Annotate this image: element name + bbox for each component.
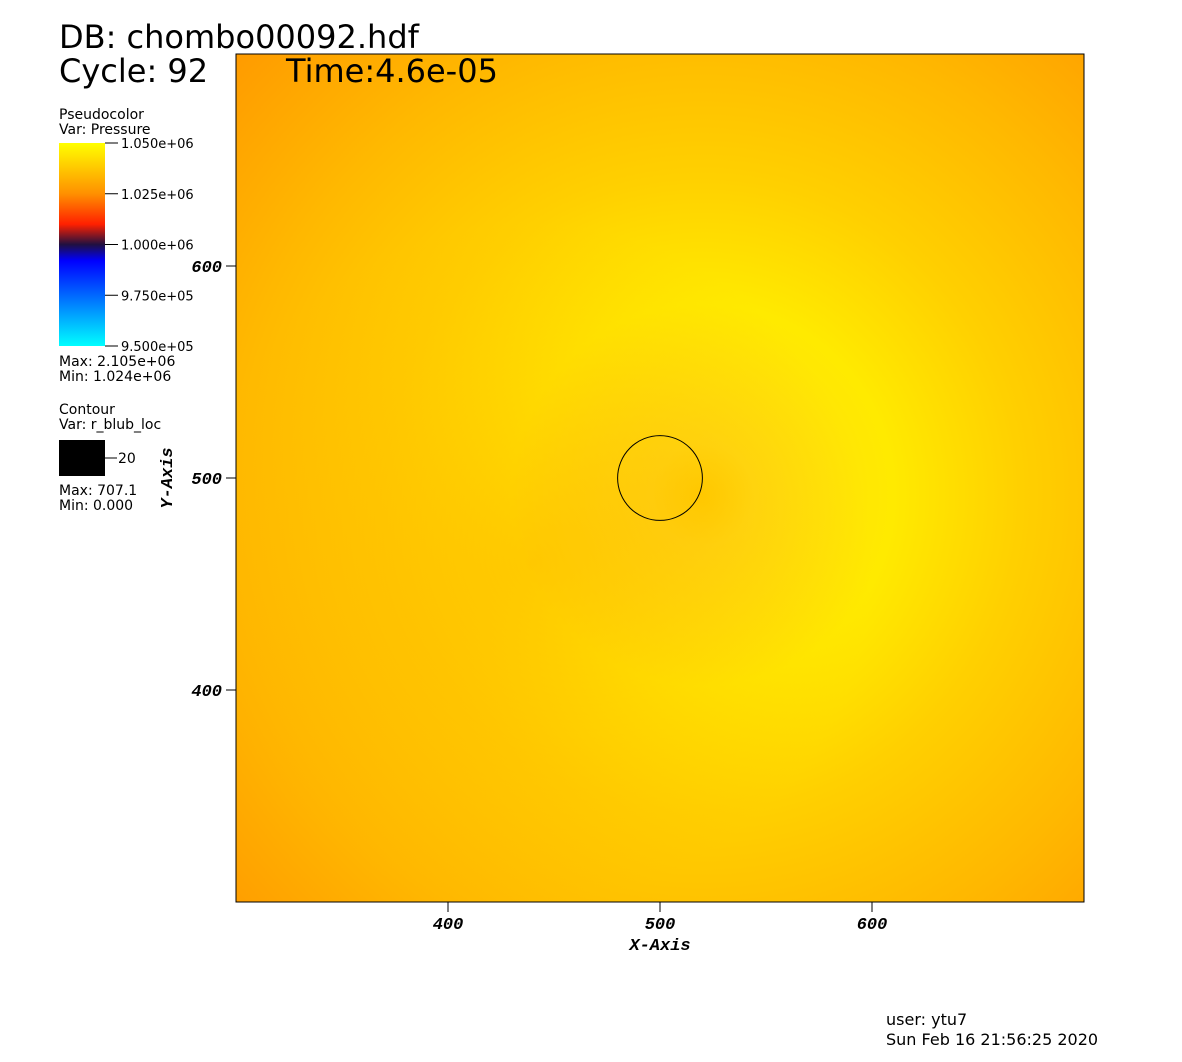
x-tick-label: 600 xyxy=(857,916,888,935)
pressure-field-shade xyxy=(236,54,1084,902)
color-bar-label: 1.000e+06 xyxy=(121,239,194,254)
contour-legend-var: Var: r_blub_loc xyxy=(59,417,161,433)
legend-var: Var: Pressure xyxy=(59,122,151,138)
y-tick-label: 600 xyxy=(191,259,222,278)
color-bar-label: 1.025e+06 xyxy=(121,188,194,203)
date: Sun Feb 16 21:56:25 2020 xyxy=(886,1030,1098,1049)
cycle: Cycle: 92 xyxy=(59,52,208,90)
color-bar-label: 9.500e+05 xyxy=(121,340,194,355)
x-axis-label: X-Axis xyxy=(628,937,690,956)
contour-legend-title: Contour xyxy=(59,402,115,418)
user: user: ytu7 xyxy=(886,1010,967,1029)
color-bar-label: 1.050e+06 xyxy=(121,137,194,152)
x-tick-label: 400 xyxy=(433,916,464,935)
color-bar-label: 9.750e+05 xyxy=(121,289,194,304)
y-tick-label: 400 xyxy=(191,683,222,702)
legend-min: Min: 1.024e+06 xyxy=(59,369,171,385)
legend-title: Pseudocolor xyxy=(59,107,144,123)
contour-level-label: 20 xyxy=(118,451,136,467)
x-tick-label: 500 xyxy=(645,916,676,935)
y-axis-label: Y-Axis xyxy=(159,447,178,508)
db-title: DB: chombo00092.hdf xyxy=(59,18,420,56)
color-bar xyxy=(59,143,105,346)
legend-max: Max: 2.105e+06 xyxy=(59,354,175,370)
contour-legend-min: Min: 0.000 xyxy=(59,498,133,514)
contour-swatch xyxy=(59,440,105,476)
contour-legend-max: Max: 707.1 xyxy=(59,483,137,499)
contour-line xyxy=(617,435,703,521)
y-tick-label: 500 xyxy=(191,471,222,490)
time: Time:4.6e-05 xyxy=(285,52,498,90)
plot-area xyxy=(235,53,1085,903)
